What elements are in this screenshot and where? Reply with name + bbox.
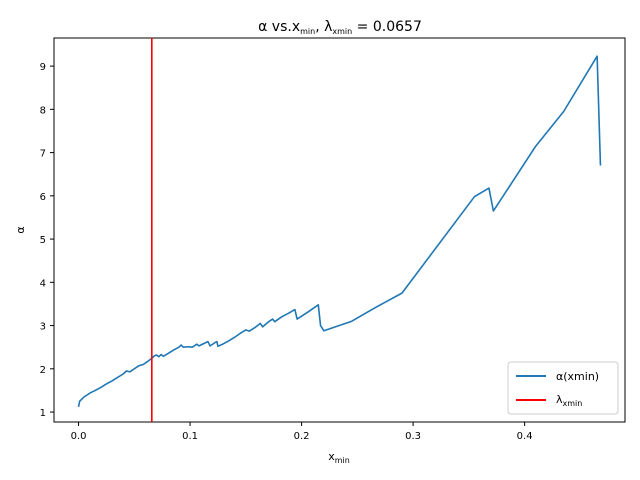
series-alpha-line (77, 55, 602, 408)
x-tick-label-4: 0.4 (517, 431, 533, 442)
series-layer (77, 38, 602, 422)
legend: α(xmin) λxmin (507, 361, 619, 415)
x-tick-label-2: 0.2 (294, 431, 310, 442)
legend-label-lambda: λxmin (556, 393, 582, 408)
chart-title: α vs.xmin, λxmin = 0.0657 (258, 19, 422, 36)
y-tick-label-1: 2 (40, 365, 46, 376)
x-axis-label: xmin (328, 450, 350, 465)
plot-area-frame (53, 37, 626, 423)
y-tick-label-3: 4 (40, 278, 46, 289)
legend-label-alpha: α(xmin) (556, 370, 599, 383)
y-tick-label-5: 6 (40, 192, 46, 203)
y-tick-label-0: 1 (40, 408, 46, 419)
y-tick-label-7: 8 (40, 105, 46, 116)
y-axis-label: α (14, 226, 27, 233)
y-tick-label-4: 5 (40, 235, 46, 246)
x-tick-label-1: 0.1 (182, 431, 198, 442)
x-tick-label-0: 0.0 (71, 431, 87, 442)
y-axis: 1 2 3 4 5 6 7 8 9 (40, 62, 54, 419)
y-tick-label-6: 7 (40, 149, 46, 160)
x-axis: 0.0 0.1 0.2 0.3 0.4 (71, 422, 533, 442)
y-tick-label-2: 3 (40, 322, 46, 333)
x-tick-label-3: 0.3 (405, 431, 421, 442)
y-tick-label-8: 9 (40, 62, 46, 73)
